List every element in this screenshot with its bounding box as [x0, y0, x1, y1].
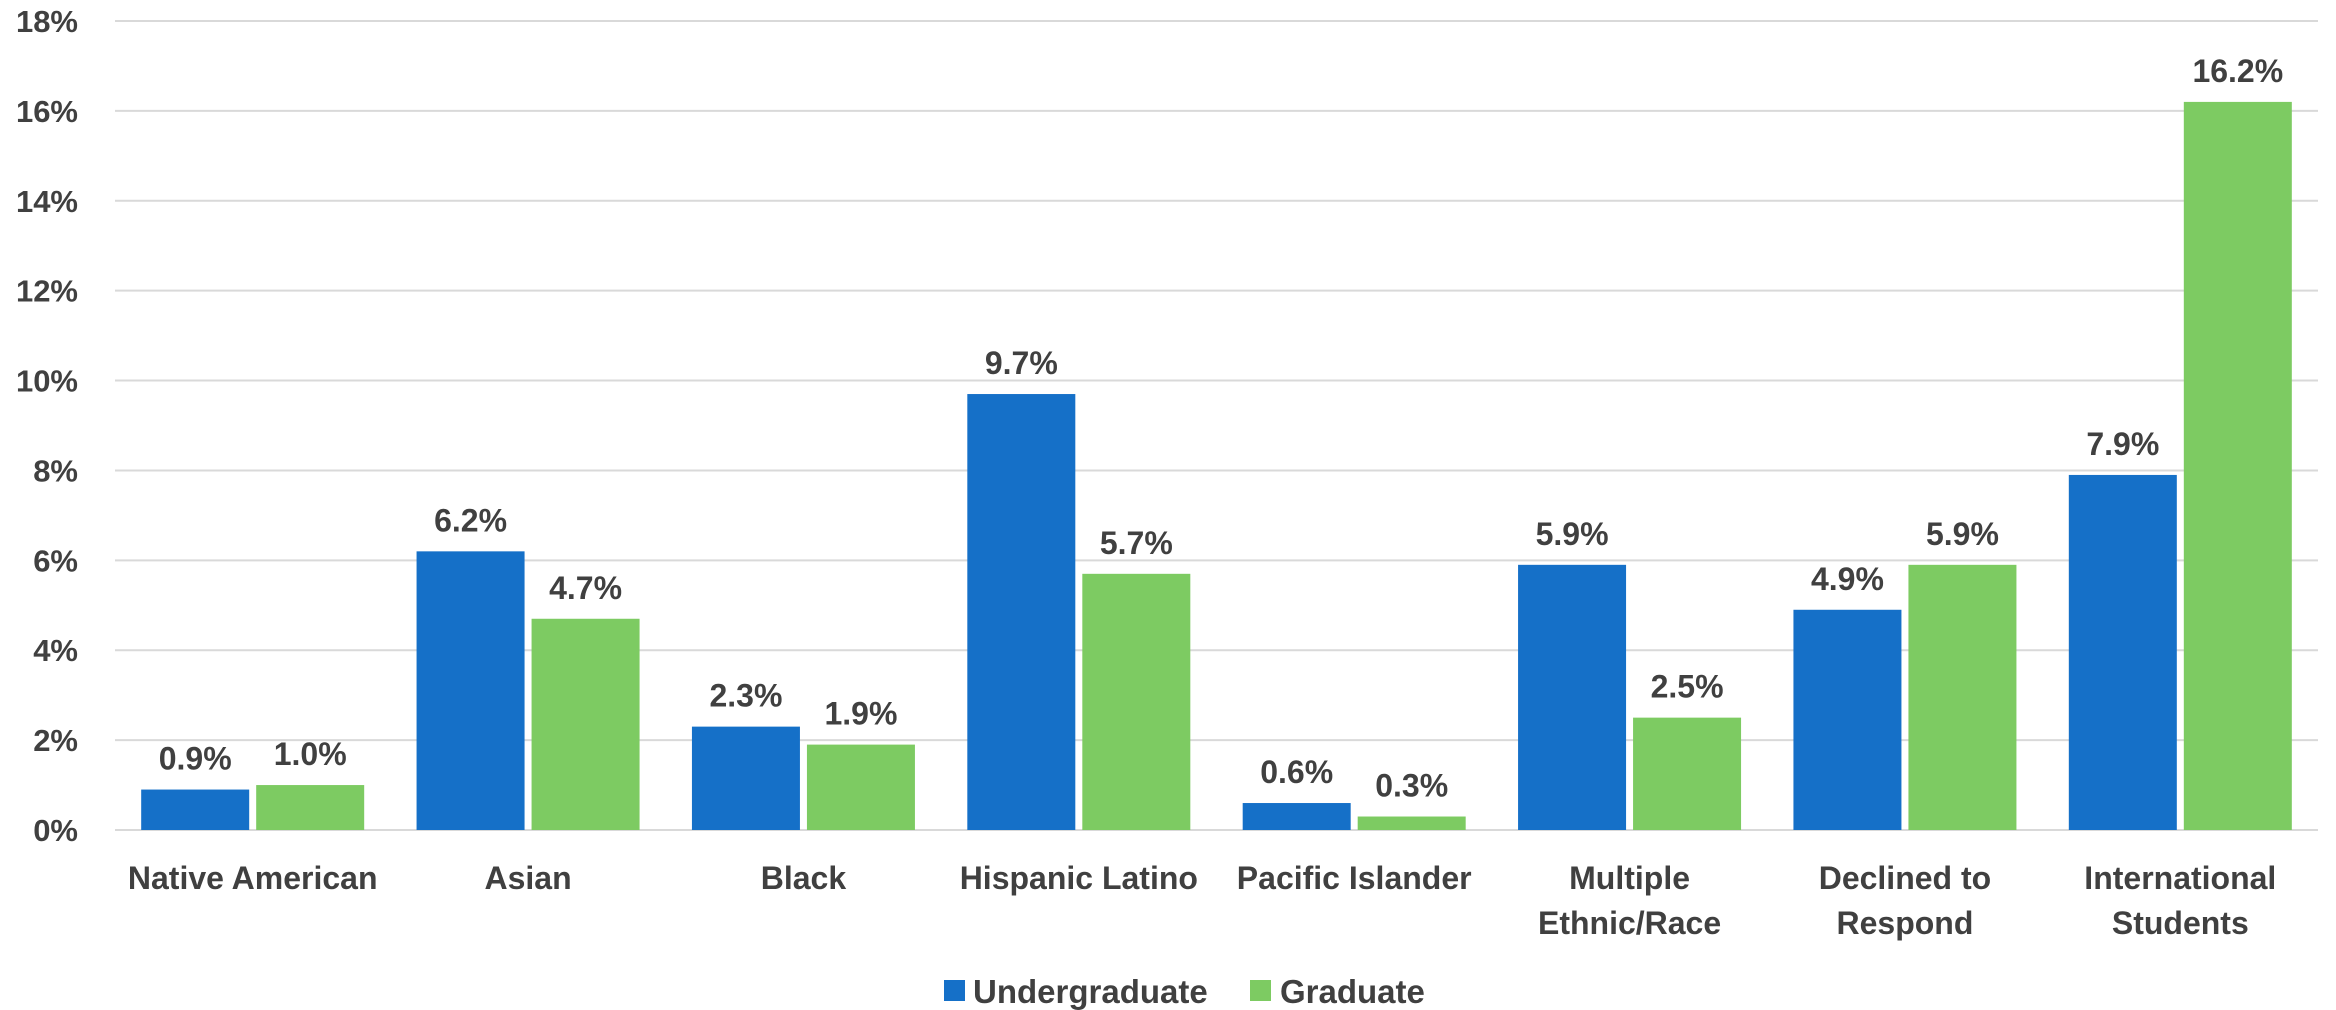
data-label-graduate: 1.0%	[274, 736, 347, 772]
data-label-undergraduate: 7.9%	[2086, 426, 2159, 462]
y-tick-label: 0%	[33, 813, 78, 848]
y-tick-label: 16%	[16, 94, 78, 129]
y-axis-tick-labels: 0% 2% 4% 6% 8% 10% 12% 14% 16% 18%	[16, 4, 78, 848]
bar-graduate-native-american	[256, 785, 365, 830]
y-tick-label: 4%	[33, 633, 78, 668]
category-label: Multiple	[1569, 860, 1690, 896]
data-label-graduate: 2.5%	[1651, 669, 1724, 705]
category-label: International	[2084, 860, 2276, 896]
data-label-graduate: 5.7%	[1100, 525, 1173, 561]
data-label-undergraduate: 5.9%	[1536, 516, 1609, 552]
y-tick-label: 8%	[33, 453, 78, 488]
data-label-graduate: 0.3%	[1375, 768, 1448, 804]
legend: Undergraduate Graduate	[944, 973, 1425, 1010]
bar-undergraduate-international-students	[2068, 474, 2177, 830]
data-label-undergraduate: 9.7%	[985, 345, 1058, 381]
legend-label-undergraduate: Undergraduate	[973, 973, 1208, 1010]
y-tick-label: 6%	[33, 543, 78, 578]
category-label: Respond	[1836, 905, 1973, 941]
y-tick-label: 12%	[16, 274, 78, 309]
category-label: Black	[761, 860, 847, 896]
legend-swatch-graduate	[1250, 980, 1271, 1001]
data-label-graduate: 4.7%	[549, 570, 622, 606]
category-label: Pacific Islander	[1237, 860, 1472, 896]
category-label: Asian	[484, 860, 571, 896]
bar-graduate-black	[806, 744, 915, 830]
x-axis-category-labels: Native American Asian Black Hispanic Latino…	[128, 860, 2276, 941]
legend-swatch-undergraduate	[944, 980, 965, 1001]
y-tick-label: 10%	[16, 364, 78, 399]
data-label-undergraduate: 0.6%	[1260, 754, 1333, 790]
data-label-undergraduate: 4.9%	[1811, 561, 1884, 597]
bar-graduate-asian	[531, 618, 640, 830]
category-label: Students	[2112, 905, 2249, 941]
bar-graduate-declined-to-respond	[1908, 564, 2017, 830]
bar-graduate-pacific-islander	[1357, 816, 1466, 830]
data-label-undergraduate: 2.3%	[709, 678, 782, 714]
bar-undergraduate-black	[691, 726, 800, 830]
bar-undergraduate-multiple-ethnic-race	[1518, 564, 1627, 830]
y-tick-label: 2%	[33, 723, 78, 758]
category-label: Declined to	[1819, 860, 1991, 896]
bar-graduate-international-students	[2183, 101, 2292, 830]
bar-undergraduate-pacific-islander	[1242, 803, 1351, 830]
category-label: Ethnic/Race	[1538, 905, 1721, 941]
y-tick-label: 18%	[16, 4, 78, 39]
data-label-graduate: 1.9%	[824, 696, 897, 732]
bar-graduate-multiple-ethnic-race	[1633, 717, 1742, 830]
bar-undergraduate-asian	[416, 551, 525, 830]
bars	[141, 101, 2292, 830]
category-label: Hispanic Latino	[960, 860, 1198, 896]
category-label: Native American	[128, 860, 378, 896]
bar-undergraduate-native-american	[141, 789, 250, 830]
data-labels: 0.9% 1.0% 6.2% 4.7% 2.3% 1.9% 9.7% 5.7% 0.6% 0.3%…	[159, 53, 2283, 804]
data-label-undergraduate: 0.9%	[159, 741, 232, 777]
bar-undergraduate-hispanic-latino	[967, 394, 1076, 830]
y-tick-label: 14%	[16, 184, 78, 219]
data-label-graduate: 16.2%	[2192, 53, 2283, 89]
bar-graduate-hispanic-latino	[1082, 573, 1191, 830]
data-label-graduate: 5.9%	[1926, 516, 1999, 552]
legend-label-graduate: Graduate	[1280, 973, 1425, 1010]
data-label-undergraduate: 6.2%	[434, 502, 507, 538]
bar-undergraduate-declined-to-respond	[1793, 609, 1902, 830]
